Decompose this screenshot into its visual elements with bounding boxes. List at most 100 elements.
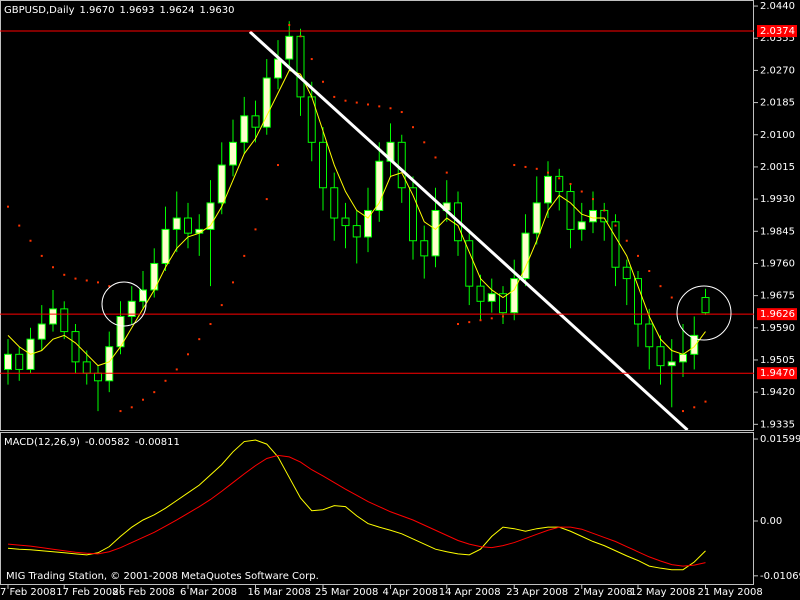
price-label: 1.9626 bbox=[760, 309, 795, 320]
sar-dot bbox=[682, 410, 684, 413]
sar-dot bbox=[209, 323, 212, 326]
candle-body bbox=[566, 191, 575, 230]
macd-line bbox=[7, 439, 706, 571]
candle-body bbox=[397, 141, 406, 189]
header-text: 1.9693 bbox=[120, 5, 155, 16]
candle-body bbox=[240, 115, 249, 143]
sar-dot bbox=[389, 107, 392, 110]
candle-body bbox=[217, 164, 226, 204]
sar-dot bbox=[232, 281, 234, 284]
sar-dot bbox=[333, 95, 336, 98]
candle-body bbox=[206, 202, 215, 230]
y-tick-label: 1.9335 bbox=[760, 419, 795, 430]
candle-body bbox=[656, 346, 665, 367]
sar-dot bbox=[535, 167, 538, 170]
x-tick-label: 16 Mar 2008 bbox=[248, 587, 311, 598]
sar-dot bbox=[29, 239, 32, 242]
sar-dot bbox=[74, 277, 77, 280]
header-text: 1.9630 bbox=[200, 5, 235, 16]
sar-dot bbox=[614, 224, 617, 227]
candle-body bbox=[262, 77, 271, 128]
y-tick-label: 1.9590 bbox=[760, 323, 795, 334]
sar-dot bbox=[558, 177, 561, 180]
y-tick-label: 2.0185 bbox=[760, 98, 795, 109]
sar-dot bbox=[479, 319, 482, 322]
x-tick-label: 17 Feb 2008 bbox=[56, 587, 118, 598]
sar-dot bbox=[592, 198, 594, 201]
candle-body bbox=[319, 141, 327, 189]
candle-body bbox=[296, 35, 305, 98]
candle-body bbox=[634, 278, 642, 325]
sar-dot bbox=[445, 171, 448, 174]
candle-body bbox=[645, 323, 654, 348]
price-pane bbox=[0, 0, 754, 431]
sar-dot bbox=[220, 304, 223, 307]
price-label-box bbox=[757, 367, 797, 380]
candle-body bbox=[364, 209, 372, 238]
header-text: -0.00582 bbox=[85, 437, 130, 448]
sar-dot bbox=[457, 323, 459, 326]
candle-body bbox=[127, 300, 136, 317]
y-tick-label: 2.0355 bbox=[760, 33, 795, 44]
sar-dot bbox=[85, 279, 88, 282]
sar-dot bbox=[277, 164, 279, 167]
candle-body bbox=[611, 221, 620, 268]
candle-body bbox=[274, 58, 282, 79]
sar-dot bbox=[670, 296, 673, 299]
y-tick-label: 0.01599 bbox=[760, 434, 800, 445]
y-tick-label: 1.9420 bbox=[760, 387, 795, 398]
y-tick-label: 2.0270 bbox=[760, 65, 795, 76]
candle-body bbox=[600, 209, 609, 223]
price-label: 1.9470 bbox=[760, 368, 795, 379]
candle-body bbox=[60, 308, 69, 333]
sar-dot bbox=[142, 398, 144, 401]
candle-body bbox=[82, 361, 91, 374]
candle-body bbox=[285, 35, 294, 60]
sar-dot bbox=[52, 266, 54, 269]
sar-dot bbox=[97, 281, 99, 284]
candle-body bbox=[701, 297, 710, 314]
sar-dot bbox=[130, 406, 133, 409]
highlight-circle bbox=[101, 281, 147, 327]
sar-dot bbox=[524, 165, 527, 168]
candle-body bbox=[420, 240, 429, 257]
candle-body bbox=[465, 240, 474, 287]
y-tick-label: -0.01069 bbox=[760, 571, 800, 582]
y-tick-label: 2.0100 bbox=[760, 130, 795, 141]
sar-dot bbox=[175, 368, 178, 371]
header-text: 1.9670 bbox=[80, 5, 115, 16]
sar-dot bbox=[648, 270, 651, 273]
candle-body bbox=[409, 187, 417, 242]
candle-body bbox=[341, 217, 350, 227]
sar-dot bbox=[434, 156, 437, 159]
sar-dot bbox=[40, 254, 43, 257]
y-tick-label: 2.0015 bbox=[760, 162, 795, 173]
sar-dot bbox=[299, 35, 302, 38]
sar-dot bbox=[243, 254, 246, 257]
sar-dot bbox=[367, 103, 369, 106]
y-tick-label: 1.9675 bbox=[760, 291, 795, 302]
candle-body bbox=[161, 228, 170, 264]
candle-body bbox=[667, 361, 676, 367]
sar-dot bbox=[265, 198, 268, 201]
sar-dot bbox=[547, 171, 549, 174]
sar-dot bbox=[513, 164, 516, 167]
trend-line bbox=[248, 30, 689, 430]
header-text: -0.00811 bbox=[135, 437, 180, 448]
sar-dot bbox=[490, 317, 493, 320]
candle-body bbox=[679, 353, 687, 363]
x-tick-label: 6 Mar 2008 bbox=[180, 587, 237, 598]
candle-body bbox=[105, 346, 114, 382]
y-tick-label: 2.0440 bbox=[760, 1, 795, 12]
candle-body bbox=[251, 115, 260, 128]
sar-dot bbox=[412, 126, 414, 129]
candle-body bbox=[690, 334, 699, 355]
sar-dot bbox=[637, 254, 639, 257]
sar-dot bbox=[310, 58, 313, 61]
sar-dot bbox=[164, 379, 167, 382]
sar-dot bbox=[63, 273, 66, 276]
candle-body bbox=[172, 217, 181, 230]
sar-dot bbox=[187, 353, 189, 356]
header-text: 1.9624 bbox=[160, 5, 195, 16]
candle-body bbox=[622, 266, 631, 280]
